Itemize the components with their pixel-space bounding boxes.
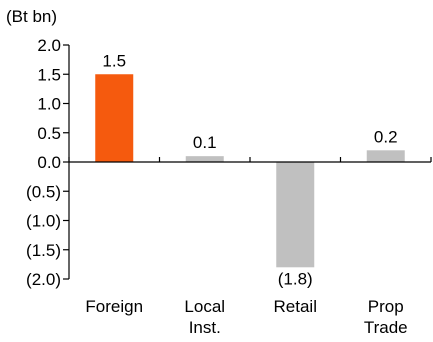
x-axis <box>68 157 432 163</box>
category-labels: Foreign Local Inst. Retail Prop Trade <box>85 297 407 337</box>
bar <box>276 162 315 268</box>
y-axis: 2.0 1.5 1.0 0.5 0.0 (0.5) (1.0) (1.5) (2.0) <box>26 36 70 289</box>
bar <box>185 156 224 162</box>
category-label-line: Prop <box>368 297 404 316</box>
category-label-line: Local <box>184 297 225 316</box>
y-tick-label: 2.0 <box>37 36 61 55</box>
data-label: 1.5 <box>102 51 126 70</box>
category-label-line: Inst. <box>189 318 221 337</box>
y-tick-label: 1.5 <box>37 65 61 84</box>
category-label-line: Retail <box>274 297 317 316</box>
y-tick-label: (1.5) <box>26 241 61 260</box>
category-label: Local Inst. <box>184 297 225 337</box>
category-label-line: Foreign <box>85 297 143 316</box>
y-tick-label: 1.0 <box>37 95 61 114</box>
category-label-line: Trade <box>364 318 408 337</box>
bar <box>95 74 134 162</box>
y-tick-label: (1.0) <box>26 212 61 231</box>
y-tick-label: (2.0) <box>26 270 61 289</box>
unit-label: (Bt bn) <box>6 7 57 26</box>
category-label: Prop Trade <box>364 297 408 337</box>
data-labels: 1.5 0.1 (1.8) 0.2 <box>102 51 397 288</box>
data-label: 0.2 <box>374 127 398 146</box>
data-label: 0.1 <box>193 133 217 152</box>
category-label: Retail <box>274 297 317 316</box>
bar <box>366 150 405 162</box>
data-label: (1.8) <box>278 269 313 288</box>
y-tick-label: (0.5) <box>26 182 61 201</box>
bars <box>95 74 405 268</box>
y-tick-label: 0.5 <box>37 124 61 143</box>
y-tick-label: 0.0 <box>37 153 61 172</box>
category-label: Foreign <box>85 297 143 316</box>
